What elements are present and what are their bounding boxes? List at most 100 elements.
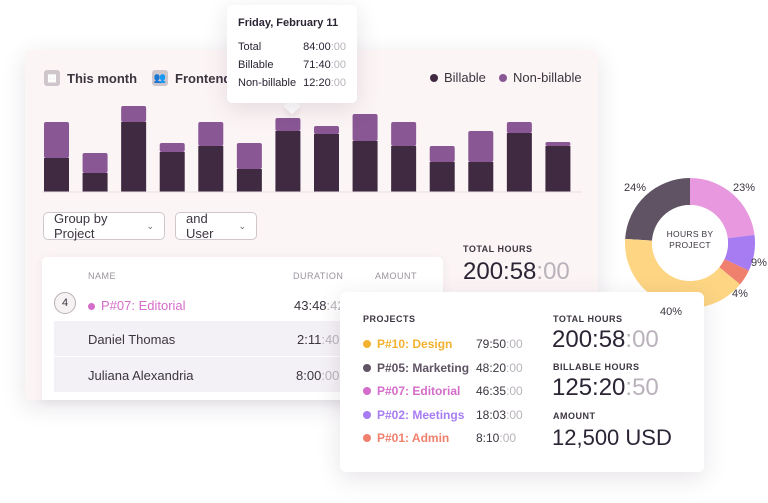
table-row[interactable]: Juliana Alexandria 8:00:00 — [54, 357, 443, 392]
project-hours: 79:50:00 — [476, 337, 523, 351]
project-list-item[interactable]: P#02: Meetings 18:03:00 — [363, 407, 523, 423]
billable-hours-label: BILLABLE HOURS — [553, 362, 640, 372]
total-hours-label: TOTAL HOURS — [553, 314, 623, 324]
amount-value: 12,500 USD — [552, 425, 672, 450]
donut-slice[interactable] — [690, 178, 755, 239]
donut-slice[interactable] — [625, 178, 690, 241]
tooltip-row: Billable 71:40:00 — [238, 59, 346, 71]
donut-center-label: HOURS BY — [667, 229, 714, 239]
bar-billable[interactable] — [352, 141, 378, 192]
project-hours: 48:20:00 — [476, 360, 523, 375]
bar-billable[interactable] — [391, 146, 417, 192]
bar-nonbillable[interactable] — [391, 122, 417, 146]
bar-nonbillable[interactable] — [159, 143, 185, 152]
legend-nonbillable-label: Non-billable — [513, 70, 582, 85]
project-name: P#02: Meetings — [377, 407, 465, 422]
bar-nonbillable[interactable] — [236, 143, 262, 169]
bar-billable[interactable] — [121, 122, 147, 192]
project-list-item[interactable]: P#07: Editorial 46:35:00 — [363, 383, 523, 399]
bar-nonbillable[interactable] — [314, 126, 339, 134]
col-header-name: NAME — [88, 271, 117, 281]
project-name: P#05: Marketing — [377, 360, 470, 375]
project-list-item[interactable]: P#05: Marketing 48:20:00 — [363, 360, 523, 376]
user-count-badge[interactable]: 4 — [54, 292, 76, 314]
bar-billable[interactable] — [545, 146, 571, 192]
projects-summary-card: PROJECTS P#10: Design 79:50:00 P#05: Marke… — [340, 292, 704, 472]
duration-value: 43:48:42 — [294, 298, 345, 313]
bar-billable[interactable] — [236, 169, 262, 192]
project-name: P#01: Admin — [377, 431, 450, 445]
project-color-dot — [363, 340, 371, 348]
team-label: Frontend — [175, 70, 232, 86]
user-name: Daniel Thomas — [88, 332, 176, 347]
donut-percent-label: 23% — [733, 182, 756, 194]
bar-nonbillable[interactable] — [506, 122, 532, 133]
projects-title: PROJECTS — [363, 314, 416, 324]
col-header-amount[interactable]: AMOUNT — [375, 271, 417, 281]
bar-nonbillable[interactable] — [121, 106, 147, 122]
tooltip-title: Friday, February 11 — [238, 17, 339, 29]
bar-nonbillable[interactable] — [545, 142, 571, 146]
project-name: P#07: Editorial — [88, 298, 186, 313]
and-user-label: and User — [186, 211, 214, 241]
team-icon: 👥 — [152, 70, 168, 86]
bar-nonbillable[interactable] — [429, 146, 455, 162]
group-by-label: Group by Project — [54, 211, 108, 241]
duration-value: 2:11:40 — [297, 332, 340, 347]
donut-center-label: PROJECT — [669, 240, 711, 250]
billable-dot — [430, 73, 438, 82]
bar-billable[interactable] — [159, 152, 185, 192]
duration-value: 8:00:00 — [296, 368, 340, 383]
total-hours-value: 200:58:00 — [552, 326, 659, 353]
project-list-item[interactable]: P#10: Design 79:50:00 — [363, 336, 523, 352]
bar-nonbillable[interactable] — [44, 122, 69, 158]
team-selector[interactable]: 👥 Frontend — [152, 70, 231, 86]
donut-percent-label: 24% — [624, 182, 647, 194]
bar-billable[interactable] — [44, 158, 69, 192]
calendar-icon: ▦ — [44, 70, 60, 86]
bar-billable[interactable] — [275, 131, 301, 192]
bar-billable[interactable] — [429, 162, 455, 192]
col-header-duration[interactable]: DURATION — [293, 271, 344, 281]
bar-billable[interactable] — [198, 146, 224, 192]
legend-nonbillable: Non-billable — [499, 70, 582, 85]
bar-nonbillable[interactable] — [275, 118, 301, 131]
donut-slice[interactable] — [625, 238, 741, 308]
bar-nonbillable[interactable] — [352, 114, 378, 141]
donut-slice[interactable] — [719, 259, 749, 285]
project-name: P#07: Editorial — [377, 384, 461, 398]
legend-billable: Billable — [430, 70, 486, 85]
project-hours: 8:10:00 — [476, 431, 517, 445]
project-color-dot — [363, 434, 371, 442]
bar-tooltip: Friday, February 11 Total 84:00:00 Billab… — [227, 5, 357, 103]
donut-slice[interactable] — [724, 234, 755, 271]
project-name: P#10: Design — [377, 337, 453, 351]
total-hours-value: 200:58:00 — [463, 258, 570, 285]
project-list-item[interactable]: P#01: Admin 8:10:00 — [363, 430, 523, 446]
project-color-dot — [363, 363, 371, 372]
billable-hours-value: 125:20:50 — [552, 374, 659, 401]
bar-billable[interactable] — [82, 173, 108, 192]
bar-nonbillable[interactable] — [198, 122, 224, 146]
donut-percent-label: 9% — [751, 257, 767, 269]
table-row[interactable]: Daniel Thomas 2:11:40 — [54, 321, 443, 356]
bar-nonbillable[interactable] — [468, 131, 494, 162]
group-by-dropdown[interactable]: Group by Project ⌄ — [43, 211, 165, 241]
period-label: This month — [67, 70, 138, 86]
nonbillable-dot — [499, 73, 507, 82]
chevron-down-icon: ⌄ — [238, 220, 246, 231]
bar-billable[interactable] — [314, 134, 339, 192]
project-color-dot — [363, 410, 371, 419]
period-selector[interactable]: ▦ This month — [44, 70, 137, 86]
bar-billable[interactable] — [468, 162, 494, 192]
legend-billable-label: Billable — [444, 70, 486, 85]
bar-billable[interactable] — [506, 133, 532, 192]
project-user-table: NAME DURATION AMOUNT 4 P#07: Editorial 4… — [42, 257, 443, 400]
donut-percent-label: 4% — [732, 288, 748, 300]
and-user-dropdown[interactable]: and User ⌄ — [175, 211, 257, 241]
amount-label: AMOUNT — [553, 411, 596, 421]
user-name: Juliana Alexandria — [88, 368, 194, 383]
project-color-dot — [363, 387, 371, 395]
bar-nonbillable[interactable] — [82, 153, 108, 173]
